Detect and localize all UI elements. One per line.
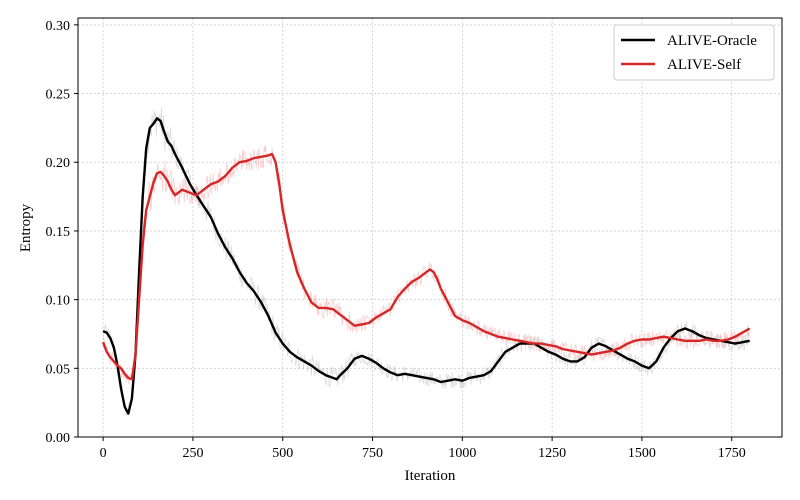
raw-trace-self — [102, 145, 751, 385]
plot-frame — [77, 17, 783, 438]
x-tick-label: 0 — [100, 446, 107, 461]
y-tick-label: 0.30 — [46, 19, 71, 34]
legend: ALIVE-Oracle ALIVE-Self — [613, 24, 775, 81]
x-tick-label: 750 — [362, 446, 383, 461]
y-axis-ticks: 0.00 0.05 0.10 0.15 0.20 0.25 0.30 — [46, 19, 78, 446]
y-tick-label: 0.25 — [46, 88, 71, 103]
y-tick-label: 0.05 — [46, 362, 71, 377]
legend-label-oracle: ALIVE-Oracle — [667, 33, 757, 49]
series-line-self — [101, 152, 751, 381]
legend-label-self: ALIVE-Self — [667, 57, 741, 73]
plot-background — [78, 18, 782, 437]
smoothed-series — [101, 117, 751, 415]
y-tick-label: 0.20 — [46, 156, 71, 171]
x-axis-label: Iteration — [405, 468, 456, 484]
x-tick-label: 1000 — [448, 446, 476, 461]
series-line-oracle — [102, 117, 750, 415]
raw-trace-oracle — [102, 106, 751, 417]
y-tick-label: 0.15 — [46, 225, 71, 240]
y-tick-label: 0.00 — [46, 431, 71, 446]
x-tick-label: 1250 — [538, 446, 566, 461]
x-tick-label: 1500 — [628, 446, 656, 461]
y-tick-label: 0.10 — [46, 294, 71, 309]
x-tick-label: 1750 — [718, 446, 746, 461]
y-axis-label: Entropy — [18, 203, 34, 252]
x-tick-label: 500 — [272, 446, 293, 461]
x-tick-label: 250 — [182, 446, 203, 461]
raw-noise-traces — [102, 106, 751, 417]
x-axis-ticks: 0 250 500 750 1000 1250 1500 1750 — [100, 437, 746, 461]
